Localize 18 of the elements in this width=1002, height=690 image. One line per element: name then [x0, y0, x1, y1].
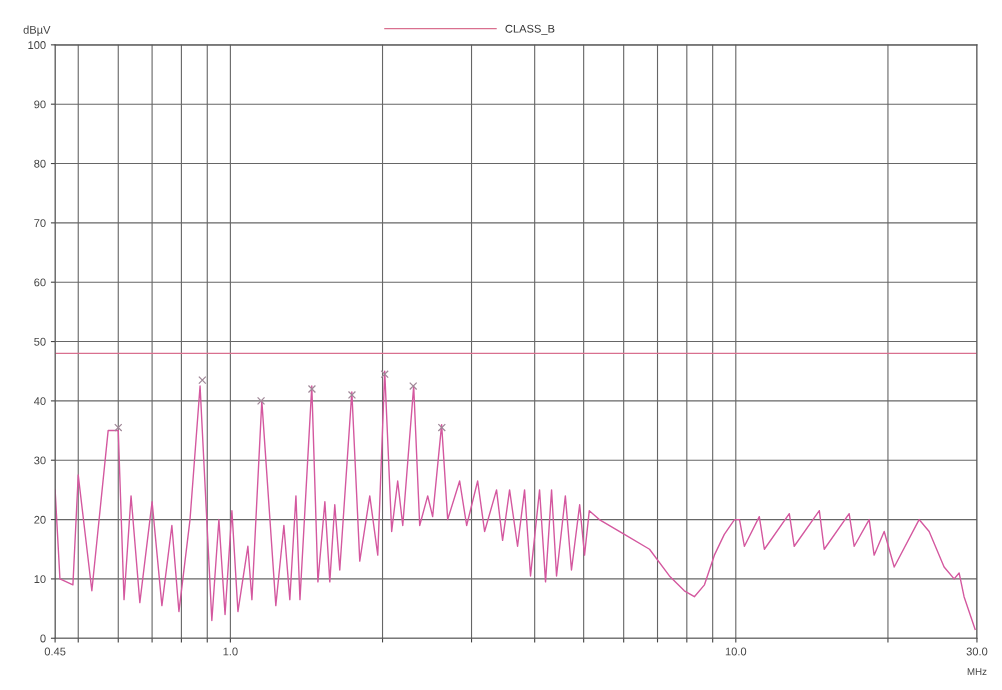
y-tick-label: 30 [34, 456, 46, 465]
x-tick-label: 30.0 [966, 647, 988, 656]
x-tick-label: 10.0 [725, 647, 747, 656]
y-tick-label: 20 [34, 515, 46, 524]
text: CLASS_B [505, 24, 555, 35]
y-tick-label: 0 [40, 634, 46, 643]
y-tick-label: 50 [34, 337, 46, 346]
y-tick-label: 100 [28, 41, 46, 49]
x-tick-label: 0.45 [44, 647, 66, 656]
y-tick-label: 40 [33, 397, 46, 406]
y-tick-label: 70 [34, 219, 46, 228]
y-tick-label: 10 [34, 575, 46, 584]
y-tick-label: 90 [34, 100, 46, 109]
y-tick-label: 80 [34, 159, 46, 168]
y-axis-title: dBµV [23, 25, 51, 36]
y-tick-label: 60 [34, 278, 46, 287]
x-tick-label: 1.0 [223, 647, 238, 656]
x-axis-title: MHz [967, 668, 987, 675]
